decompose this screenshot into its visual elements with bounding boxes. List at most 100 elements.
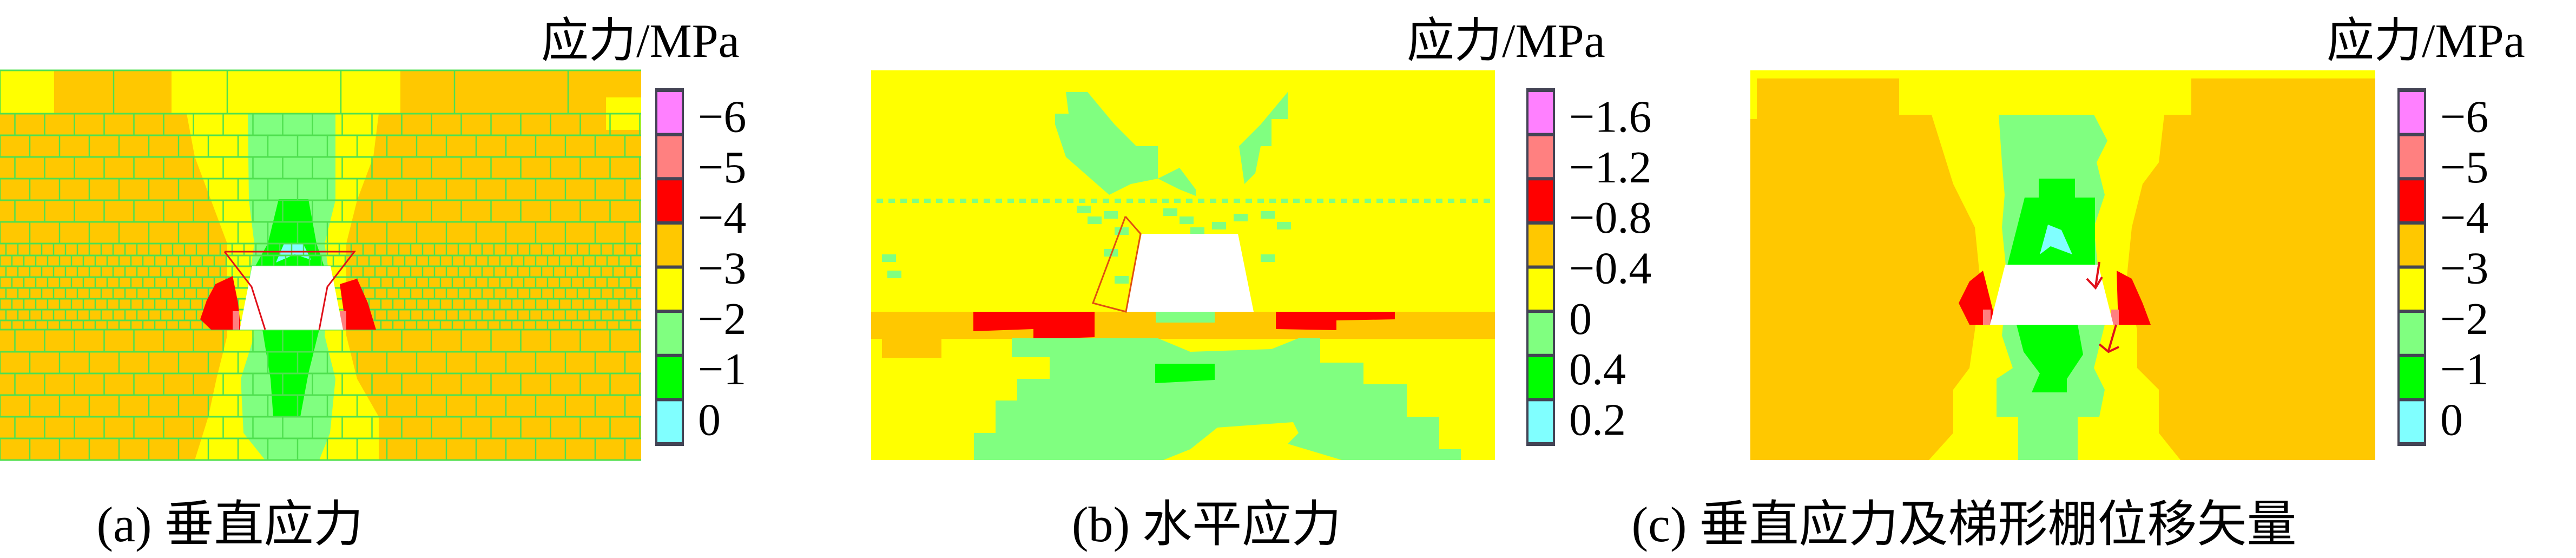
displacement-vector-arrow xyxy=(2086,261,2103,290)
contour-speckle xyxy=(1079,199,1085,203)
legend-title-b: 应力/MPa xyxy=(1407,15,1605,68)
contour-speckle xyxy=(1376,199,1383,203)
contour-speckle xyxy=(1277,222,1291,229)
contour-region xyxy=(882,339,941,358)
contour-speckle xyxy=(1484,199,1490,203)
legend-b: −1.6−1.2−0.8−0.400.40.2 xyxy=(1526,88,1651,446)
contour-speckle xyxy=(877,199,883,203)
panel-b-horizontal-stress-contour xyxy=(871,70,1495,460)
legend-swatch xyxy=(1529,268,1553,310)
contour-speckle xyxy=(1115,276,1129,284)
caption-a: (a) 垂直应力 xyxy=(96,497,363,552)
contour-speckle xyxy=(1329,199,1335,203)
contour-speckle xyxy=(1234,199,1240,203)
contour-speckle xyxy=(1222,199,1228,203)
legend-c: −6−5−4−3−2−10 xyxy=(2397,88,2488,446)
contour-speckle xyxy=(996,199,1002,203)
contour-speckle xyxy=(1103,199,1109,203)
roadway-opening xyxy=(1990,265,2113,325)
legend-label: −1 xyxy=(698,344,746,395)
legend-label: −3 xyxy=(2440,244,2488,294)
support-outline xyxy=(1092,216,1142,313)
contour-region xyxy=(254,199,325,268)
legend-swatch xyxy=(2400,180,2424,221)
legend-a: −6−5−4−3−2−10 xyxy=(655,88,746,446)
legend-label: −4 xyxy=(2440,193,2488,243)
contour-speckle xyxy=(1091,199,1097,203)
contour-region xyxy=(973,312,1095,339)
contour-speckle xyxy=(1163,208,1177,216)
high-stress-zone xyxy=(340,279,376,330)
contour-speckle xyxy=(960,199,966,203)
contour-speckle xyxy=(1174,199,1181,203)
contour-speckle xyxy=(1424,199,1431,203)
contour-speckle xyxy=(1210,199,1216,203)
legend-swatch xyxy=(2400,268,2424,310)
legend-swatch xyxy=(657,401,682,442)
contour-speckle xyxy=(1293,199,1300,203)
legend-swatch xyxy=(1529,313,1553,354)
contour-speckle xyxy=(887,271,901,278)
legend-label: −5 xyxy=(2440,142,2488,193)
caption-c: (c) 垂直应力及梯形棚位移矢量 xyxy=(1631,497,2296,552)
panel-a-vertical-stress-contour xyxy=(0,69,641,461)
contour-speckle xyxy=(1388,199,1395,203)
legend-swatch xyxy=(2400,136,2424,178)
contour-speckle xyxy=(1269,199,1276,203)
contour-speckle xyxy=(1138,199,1145,203)
legend-label: −1.6 xyxy=(1569,92,1651,142)
contour-speckle xyxy=(888,199,895,203)
contour-region xyxy=(172,70,400,114)
contour-speckle xyxy=(1353,199,1359,203)
legend-label: −3 xyxy=(698,244,746,294)
contour-speckle xyxy=(1448,199,1454,203)
contour-speckle xyxy=(1186,199,1193,203)
legend-swatch xyxy=(2400,224,2424,266)
legend-swatch xyxy=(2400,313,2424,354)
support-outline xyxy=(225,251,357,330)
legend-label: 0 xyxy=(698,395,721,445)
legend-label: −2 xyxy=(2440,294,2488,344)
legend-swatch xyxy=(2400,401,2424,442)
legend-label: −5 xyxy=(698,142,746,193)
roadway-opening xyxy=(240,266,343,330)
contour-speckle xyxy=(1281,199,1288,203)
contour-region xyxy=(2040,225,2072,254)
displacement-vector-arrow xyxy=(2098,324,2119,353)
contour-speckle xyxy=(1305,199,1312,203)
legend-swatch xyxy=(657,313,682,354)
legend-title-c: 应力/MPa xyxy=(2327,15,2525,68)
legend-swatch xyxy=(1529,224,1553,266)
legend-swatch xyxy=(1529,401,1553,442)
contour-speckle xyxy=(1212,222,1226,229)
contour-region xyxy=(974,338,1461,460)
contour-speckle xyxy=(1115,227,1129,235)
high-stress-zone xyxy=(2117,271,2151,325)
high-stress-zone xyxy=(1983,310,1991,325)
contour-region xyxy=(1750,70,1757,119)
contour-speckle xyxy=(924,199,931,203)
contour-speckle xyxy=(1261,211,1275,219)
contour-region xyxy=(1750,70,2375,78)
panel-c-vertical-stress-displacement-contour xyxy=(1750,70,2375,460)
contour-speckle xyxy=(1162,199,1169,203)
contour-speckle xyxy=(1104,211,1118,219)
legend-swatch xyxy=(2400,92,2424,133)
legend-swatch xyxy=(2400,357,2424,398)
caption-b: (b) 水平应力 xyxy=(1072,497,1341,552)
contour-region xyxy=(2007,179,2095,265)
contour-speckle xyxy=(1261,254,1275,262)
legend-label: −4 xyxy=(698,193,746,243)
legend-title-a: 应力/MPa xyxy=(541,15,740,68)
legend-swatch xyxy=(657,224,682,266)
legend-swatch xyxy=(1529,92,1553,133)
legend-label: 0.4 xyxy=(1569,344,1626,395)
contour-speckle xyxy=(1067,199,1073,203)
contour-speckle xyxy=(1257,199,1264,203)
legend-label: 0 xyxy=(2440,395,2463,445)
contour-speckle xyxy=(1104,249,1118,257)
contour-speckle xyxy=(1126,199,1133,203)
contour-speckle xyxy=(1341,199,1347,203)
legend-label: −2 xyxy=(698,294,746,344)
legend-swatch xyxy=(657,136,682,178)
